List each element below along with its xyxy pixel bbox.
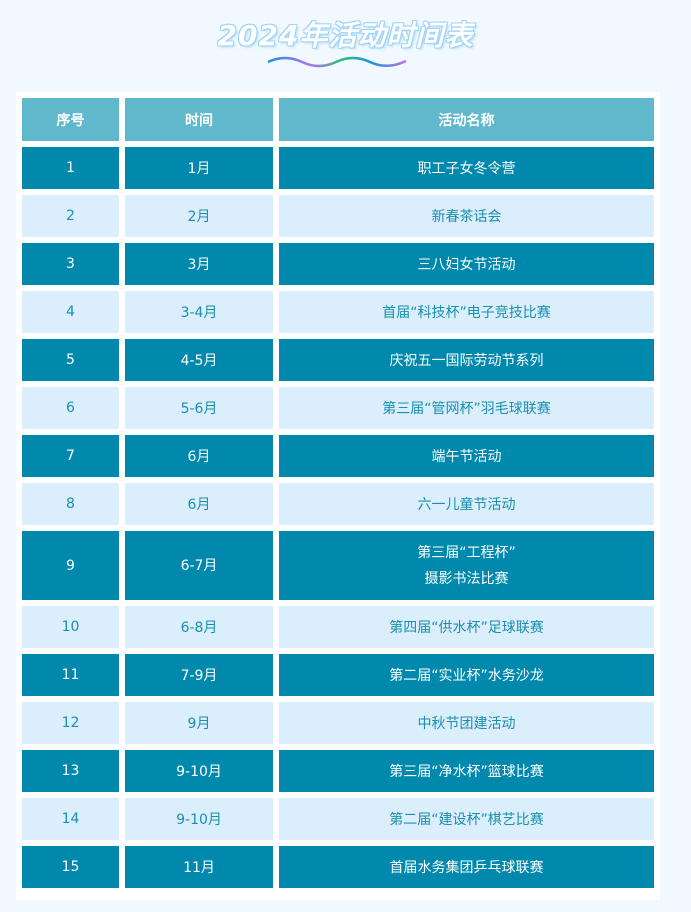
cell-time: 11月 <box>125 846 273 888</box>
table-row: 11 7-9月 第二届“实业杯”水务沙龙 <box>22 654 654 696</box>
schedule-panel: 序号 时间 活动名称 1 1月 职工子女冬令营 2 2月 新春茶话会 3 3月 三八… <box>16 92 660 900</box>
wave-divider-icon <box>267 56 407 68</box>
table-row: 6 5-6月 第三届“管网杯”羽毛球联赛 <box>22 387 654 429</box>
cell-activity: 第三届“净水杯”篮球比赛 <box>279 750 654 792</box>
activity-name: 三八妇女节活动 <box>417 257 516 273</box>
cell-activity: 端午节活动 <box>279 435 654 477</box>
cell-no: 9 <box>22 531 119 600</box>
activity-name: 端午节活动 <box>431 449 502 465</box>
cell-activity: 第二届“实业杯”水务沙龙 <box>279 654 654 696</box>
activity-name: 第三届“工程杯” <box>417 544 516 561</box>
cell-time: 9-10月 <box>125 798 273 840</box>
page-title: 2024年活动时间表 <box>217 19 474 52</box>
activity-name: 第二届“实业杯”水务沙龙 <box>389 668 544 684</box>
table-header: 序号 时间 活动名称 <box>22 98 654 141</box>
cell-time: 2月 <box>125 195 273 237</box>
cell-activity: 首届水务集团乒乓球联赛 <box>279 846 654 888</box>
cell-time: 6-8月 <box>125 606 273 648</box>
cell-time: 6-7月 <box>125 531 273 600</box>
schedule-table: 序号 时间 活动名称 1 1月 职工子女冬令营 2 2月 新春茶话会 3 3月 三八… <box>16 92 660 894</box>
activity-name: 庆祝五一国际劳动节系列 <box>389 353 544 369</box>
cell-activity: 第三届“管网杯”羽毛球联赛 <box>279 387 654 429</box>
cell-activity: 三八妇女节活动 <box>279 243 654 285</box>
cell-time: 4-5月 <box>125 339 273 381</box>
cell-activity: 第四届“供水杯”足球联赛 <box>279 606 654 648</box>
table-row: 7 6月 端午节活动 <box>22 435 654 477</box>
activity-name: 六一儿童节活动 <box>417 497 516 513</box>
cell-time: 9月 <box>125 702 273 744</box>
cell-activity: 六一儿童节活动 <box>279 483 654 525</box>
cell-no: 13 <box>22 750 119 792</box>
header-time: 时间 <box>125 98 273 141</box>
activity-name-line2: 摄影书法比赛 <box>424 570 509 587</box>
activity-name: 第四届“供水杯”足球联赛 <box>389 620 544 636</box>
table-row: 14 9-10月 第二届“建设杯”棋艺比赛 <box>22 798 654 840</box>
cell-no: 6 <box>22 387 119 429</box>
activity-name: 首届“科技杯”电子竞技比赛 <box>382 305 551 321</box>
cell-activity: 庆祝五一国际劳动节系列 <box>279 339 654 381</box>
table-row: 2 2月 新春茶话会 <box>22 195 654 237</box>
table-row: 1 1月 职工子女冬令营 <box>22 147 654 189</box>
table-row: 3 3月 三八妇女节活动 <box>22 243 654 285</box>
table-row: 4 3-4月 首届“科技杯”电子竞技比赛 <box>22 291 654 333</box>
cell-no: 14 <box>22 798 119 840</box>
table-row: 8 6月 六一儿童节活动 <box>22 483 654 525</box>
cell-no: 4 <box>22 291 119 333</box>
header-no: 序号 <box>22 98 119 141</box>
activity-name: 职工子女冬令营 <box>417 161 516 177</box>
activity-name: 第二届“建设杯”棋艺比赛 <box>389 812 544 828</box>
cell-time: 6月 <box>125 435 273 477</box>
table-row: 5 4-5月 庆祝五一国际劳动节系列 <box>22 339 654 381</box>
cell-no: 7 <box>22 435 119 477</box>
cell-time: 1月 <box>125 147 273 189</box>
cell-time: 5-6月 <box>125 387 273 429</box>
cell-time: 3月 <box>125 243 273 285</box>
activity-name: 中秋节团建活动 <box>417 716 516 732</box>
cell-no: 11 <box>22 654 119 696</box>
activity-name: 首届水务集团乒乓球联赛 <box>389 860 544 876</box>
cell-no: 12 <box>22 702 119 744</box>
header-activity: 活动名称 <box>279 98 654 141</box>
cell-time: 7-9月 <box>125 654 273 696</box>
cell-activity: 第三届“工程杯” 摄影书法比赛 <box>279 531 654 600</box>
cell-activity: 中秋节团建活动 <box>279 702 654 744</box>
cell-no: 2 <box>22 195 119 237</box>
cell-time: 6月 <box>125 483 273 525</box>
table-row: 13 9-10月 第三届“净水杯”篮球比赛 <box>22 750 654 792</box>
table-row: 10 6-8月 第四届“供水杯”足球联赛 <box>22 606 654 648</box>
cell-no: 8 <box>22 483 119 525</box>
cell-time: 9-10月 <box>125 750 273 792</box>
cell-no: 15 <box>22 846 119 888</box>
cell-no: 10 <box>22 606 119 648</box>
cell-activity: 职工子女冬令营 <box>279 147 654 189</box>
activity-name: 第三届“管网杯”羽毛球联赛 <box>382 401 551 417</box>
cell-activity: 第二届“建设杯”棋艺比赛 <box>279 798 654 840</box>
table-row: 9 6-7月 第三届“工程杯” 摄影书法比赛 <box>22 531 654 600</box>
cell-time: 3-4月 <box>125 291 273 333</box>
cell-activity: 新春茶话会 <box>279 195 654 237</box>
table-row: 15 11月 首届水务集团乒乓球联赛 <box>22 846 654 888</box>
table-row: 12 9月 中秋节团建活动 <box>22 702 654 744</box>
activity-name: 第三届“净水杯”篮球比赛 <box>389 764 544 780</box>
cell-no: 3 <box>22 243 119 285</box>
cell-no: 5 <box>22 339 119 381</box>
cell-no: 1 <box>22 147 119 189</box>
cell-activity: 首届“科技杯”电子竞技比赛 <box>279 291 654 333</box>
activity-name: 新春茶话会 <box>431 209 502 225</box>
